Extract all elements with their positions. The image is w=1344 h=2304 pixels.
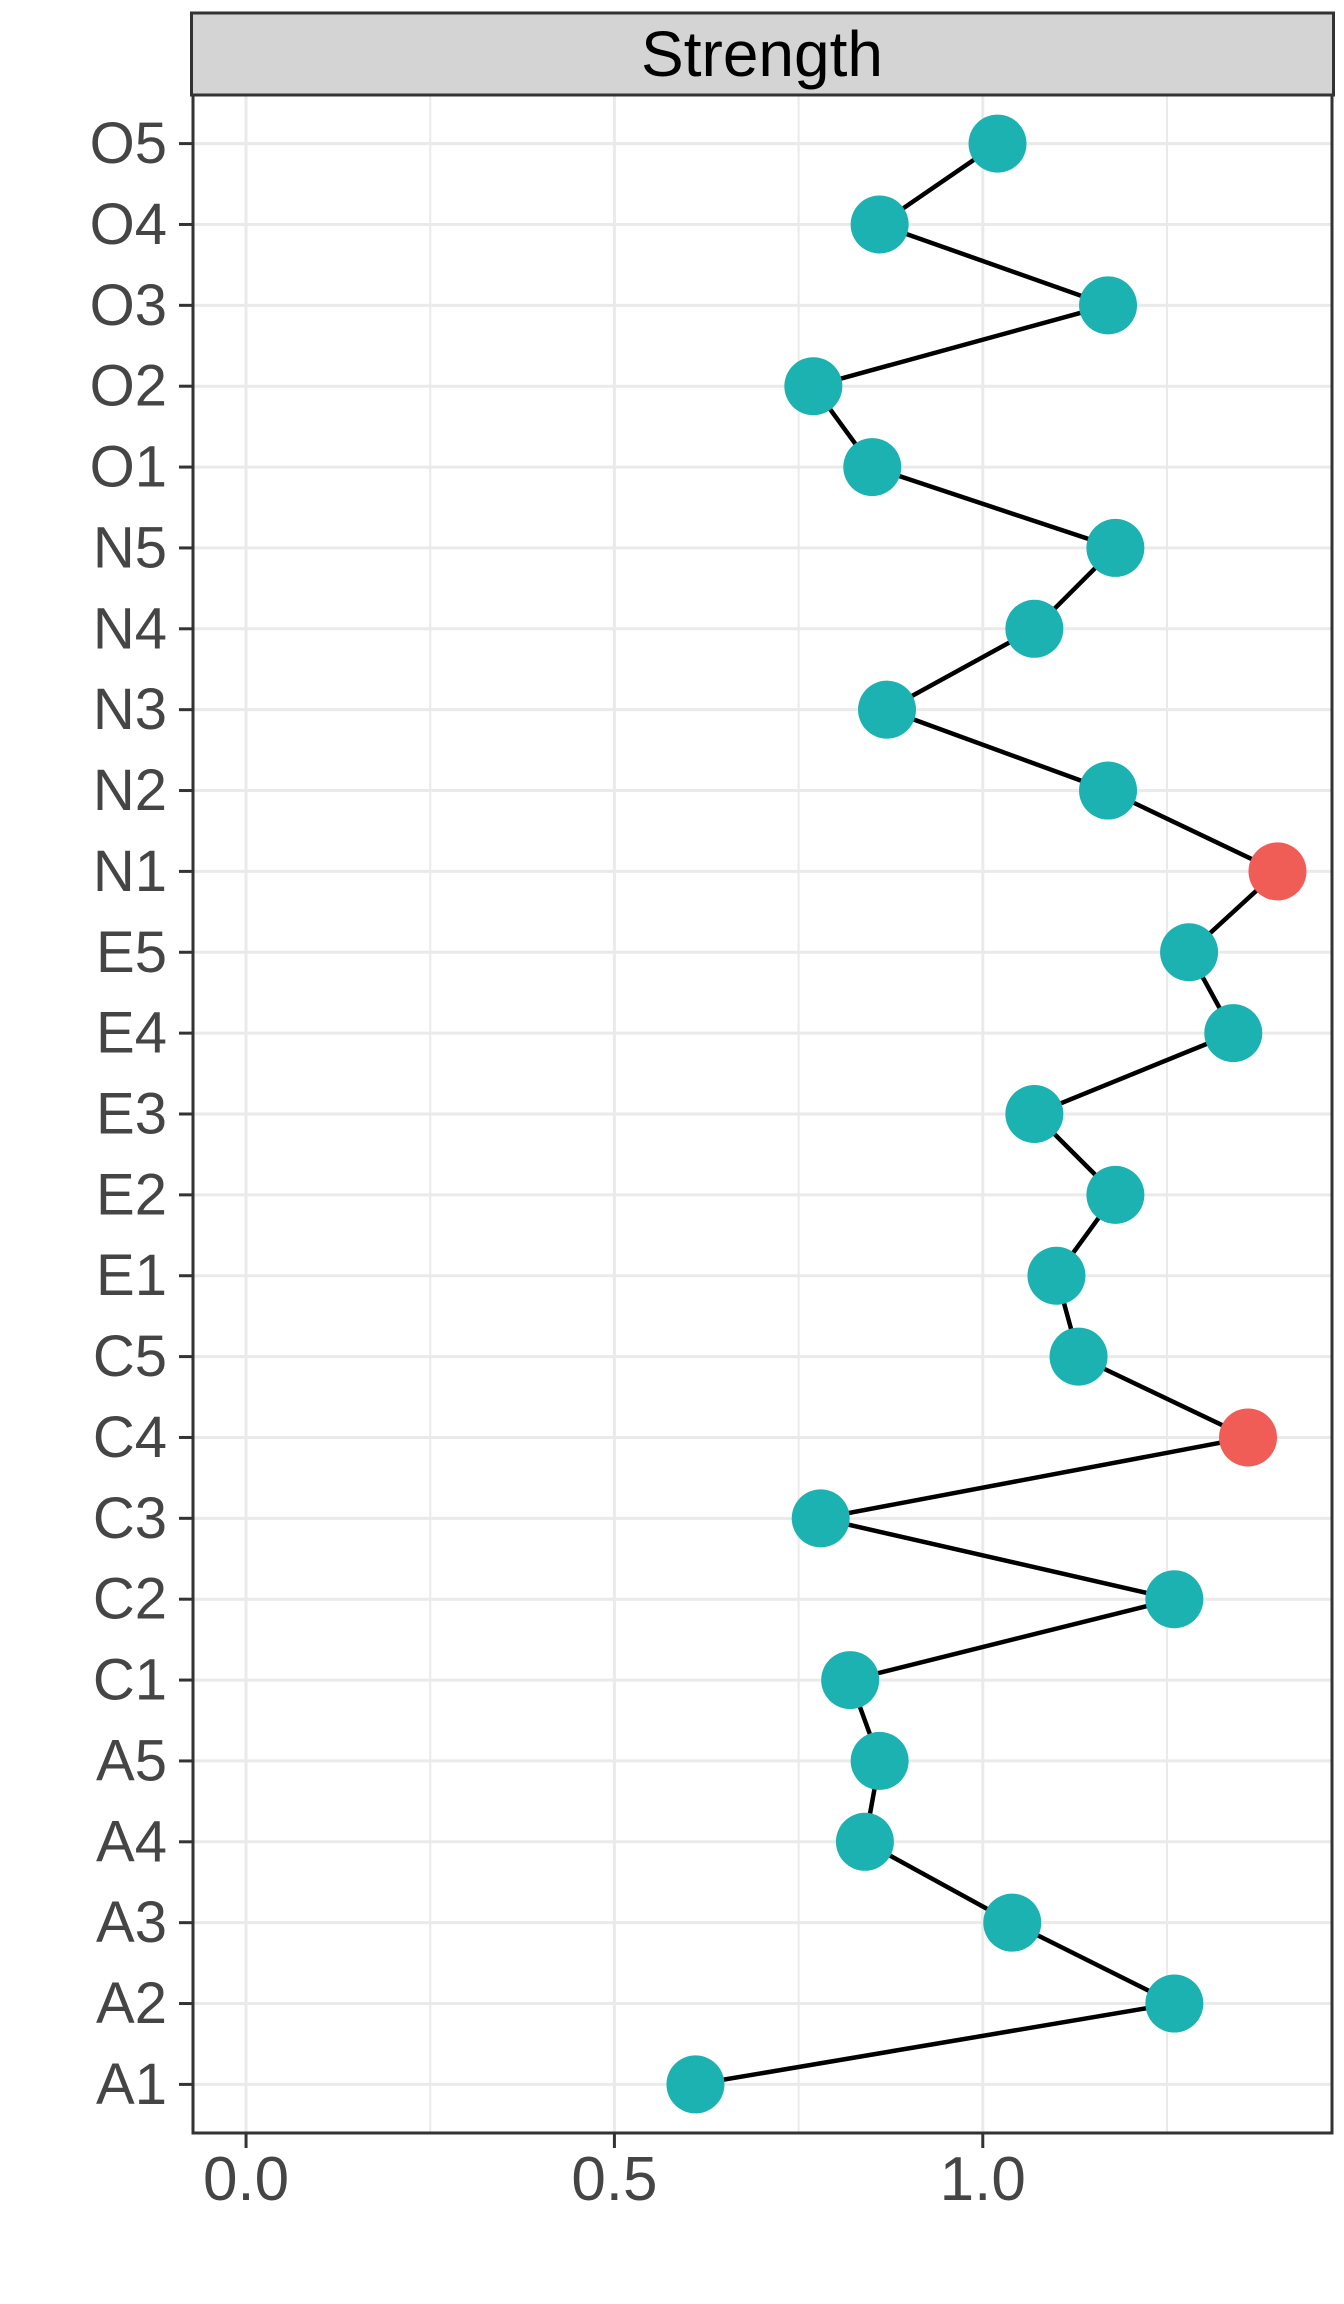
y-axis-label-E5: E5 (96, 920, 167, 985)
y-axis-label-A2: A2 (96, 1971, 167, 2036)
y-axis-label-N4: N4 (93, 596, 167, 661)
y-axis-label-O1: O1 (90, 435, 167, 500)
y-axis-label-C2: C2 (93, 1567, 167, 1632)
y-axis-label-C4: C4 (93, 1405, 167, 1470)
y-axis-label-C5: C5 (93, 1324, 167, 1389)
data-point-C3 (791, 1489, 850, 1548)
data-point-C2 (1145, 1570, 1204, 1629)
facet-strip (190, 11, 1335, 97)
data-point-O5 (968, 114, 1027, 173)
y-axis-label-N3: N3 (93, 677, 167, 742)
plot-panel: O5 O4 O3 O2 O1 N5 N4 N3 N2 N1 E5 E4 E3 E2 E1 C5 C4 C3 C2 C1… (90, 93, 1334, 2214)
data-point-O4 (850, 195, 909, 254)
data-point-N4 (1005, 599, 1064, 658)
y-axis-label-N2: N2 (93, 758, 167, 823)
y-axis-label-E3: E3 (96, 1082, 167, 1147)
y-axis-label-C1: C1 (93, 1648, 167, 1713)
data-point-A4 (835, 1812, 894, 1871)
data-point-O1 (843, 438, 902, 497)
data-point-N2 (1079, 761, 1138, 820)
data-point-N5 (1086, 518, 1145, 577)
data-point-C4 (1219, 1408, 1278, 1467)
y-axis-label-N5: N5 (93, 515, 167, 580)
data-point-O2 (784, 357, 843, 416)
y-axis-label-C3: C3 (93, 1486, 167, 1551)
y-axis-label-A3: A3 (96, 1890, 167, 1955)
data-point-O3 (1079, 276, 1138, 335)
y-axis-label-E2: E2 (96, 1162, 167, 1227)
y-axis-label-O2: O2 (90, 354, 167, 419)
data-point-C5 (1049, 1327, 1108, 1386)
data-point-N3 (858, 680, 917, 739)
data-point-A1 (666, 2055, 725, 2114)
data-point-E5 (1160, 923, 1219, 982)
data-point-N1 (1248, 842, 1307, 901)
data-point-E3 (1005, 1085, 1064, 1143)
y-axis-label-E1: E1 (96, 1243, 167, 1308)
y-axis-label-O4: O4 (90, 192, 167, 257)
y-axis-label-O3: O3 (90, 273, 167, 338)
y-axis-label-N1: N1 (93, 839, 167, 904)
y-axis-label-O5: O5 (90, 111, 167, 176)
x-axis-label-0.5: 0.5 (571, 2145, 657, 2214)
facet-title: Strength (641, 18, 883, 90)
data-point-C1 (821, 1651, 880, 1710)
y-axis-label-E4: E4 (96, 1001, 167, 1066)
data-point-A3 (983, 1893, 1042, 1952)
x-axis-label-0.0: 0.0 (203, 2145, 289, 2214)
data-point-A5 (850, 1731, 909, 1790)
data-point-E1 (1027, 1246, 1086, 1305)
data-point-A2 (1145, 1974, 1204, 2033)
y-axis-label-A4: A4 (96, 1809, 167, 1874)
y-axis-label-A5: A5 (96, 1728, 167, 1793)
data-point-E2 (1086, 1165, 1145, 1224)
data-point-E4 (1204, 1004, 1263, 1063)
y-axis-label-A1: A1 (96, 2052, 167, 2117)
x-axis-label-1.0: 1.0 (940, 2145, 1026, 2214)
